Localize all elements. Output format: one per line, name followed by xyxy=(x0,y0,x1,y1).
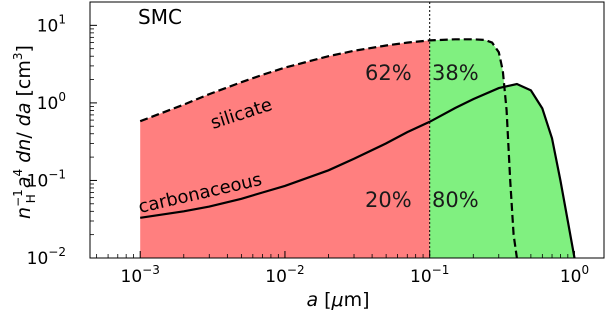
x-tick-label: 10−1 xyxy=(410,263,449,287)
y-tick-label: 10−2 xyxy=(27,245,66,269)
carbonaceous-curve xyxy=(140,82,576,259)
fill-large-grains-carbon xyxy=(498,84,575,258)
fill-large-grains-silicate xyxy=(429,39,517,258)
pct-silicate-large: 38% xyxy=(432,61,479,85)
x-tick-label: 100 xyxy=(560,263,589,287)
fill-regions xyxy=(140,39,575,259)
plot-frame xyxy=(89,1,605,259)
series-curves xyxy=(139,38,576,259)
y-tick-label: 10−1 xyxy=(27,167,66,191)
y-tick-label: 101 xyxy=(37,12,66,36)
axis-ticks: 10−3 10−2 10−1 100 10−2 10−1 100 101 xyxy=(27,1,589,287)
pct-carbon-small: 20% xyxy=(365,188,412,212)
panel-title: SMC xyxy=(138,5,182,29)
x-tick-label: 10−3 xyxy=(121,263,160,287)
x-tick-label: 10−2 xyxy=(265,263,304,287)
y-tick-label: 100 xyxy=(37,90,66,114)
x-axis-label: a [μm] xyxy=(306,289,369,311)
pct-carbon-large: 80% xyxy=(432,188,479,212)
y-axis-label: n−1H a4 dn/ da [cm3] xyxy=(11,45,38,219)
fill-small-grains xyxy=(140,40,430,259)
silicate-curve xyxy=(139,38,518,259)
pct-silicate-small: 62% xyxy=(365,61,412,85)
